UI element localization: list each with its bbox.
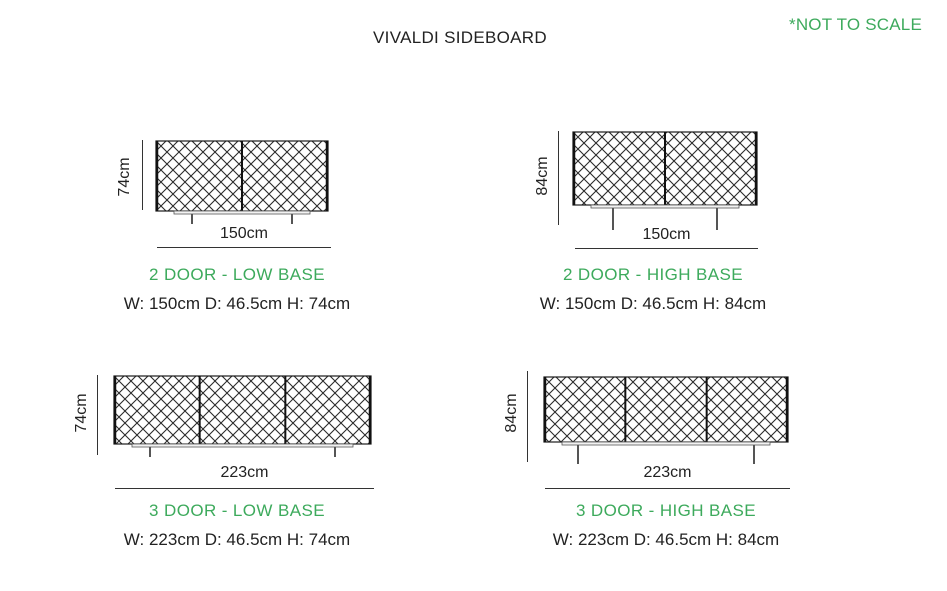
height-dimension-line	[142, 140, 143, 210]
height-label: 74cm	[116, 157, 133, 197]
height-label: 84cm	[534, 156, 551, 196]
variant-name: 3 DOOR - LOW BASE	[149, 501, 325, 520]
variant-dimensions: W: 150cm D: 46.5cm H: 74cm	[123, 294, 351, 313]
height-label: 74cm	[73, 393, 90, 433]
sideboard-drawing-2-door-low	[155, 140, 331, 224]
width-dimension-line	[157, 247, 331, 248]
base-plate	[131, 443, 354, 448]
variant-dimensions: W: 223cm D: 46.5cm H: 84cm	[552, 530, 780, 549]
width-label: 150cm	[642, 226, 691, 243]
sideboard-drawing-3-door-low	[113, 375, 375, 457]
variant-name: 3 DOOR - HIGH BASE	[575, 501, 757, 520]
width-label: 223cm	[643, 464, 692, 481]
width-label: 150cm	[219, 225, 269, 242]
height-dimension-line	[527, 371, 528, 462]
sideboard-2-door-low-svg	[155, 140, 329, 224]
sideboard-3-door-high-svg	[543, 376, 789, 464]
variant-dimensions: W: 223cm D: 46.5cm H: 74cm	[123, 530, 351, 549]
base-plate	[561, 441, 771, 446]
width-dimension-line	[575, 248, 758, 249]
height-label: 84cm	[503, 393, 520, 433]
height-dimension-line	[558, 131, 559, 225]
lattice-front	[544, 377, 788, 442]
width-dimension-line	[115, 488, 374, 489]
width-label: 223cm	[220, 464, 269, 481]
sideboard-drawing-3-door-high	[543, 376, 791, 464]
sideboard-3-door-low-svg	[113, 375, 372, 457]
page-title: VIVALDI SIDEBOARD	[373, 28, 547, 47]
lattice-front	[114, 376, 371, 444]
variant-name: 2 DOOR - LOW BASE	[149, 265, 325, 284]
scale-note: *NOT TO SCALE	[789, 15, 922, 34]
width-dimension-line	[545, 488, 790, 489]
sideboard-2-door-high-svg	[572, 131, 758, 230]
base-plate	[590, 204, 740, 209]
variant-name: 2 DOOR - HIGH BASE	[562, 265, 744, 284]
variant-dimensions: W: 150cm D: 46.5cm H: 84cm	[539, 294, 767, 313]
base-plate	[173, 210, 311, 215]
sideboard-drawing-2-door-high	[572, 131, 760, 230]
height-dimension-line	[97, 375, 98, 455]
